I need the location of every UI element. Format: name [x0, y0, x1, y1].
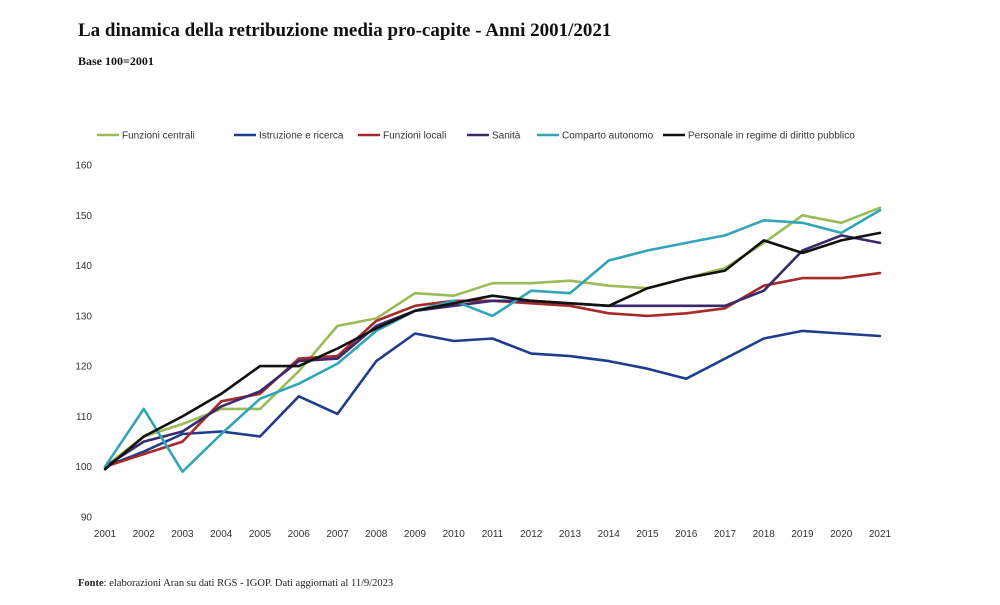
x-tick-label: 2018	[753, 529, 776, 540]
x-tick-label: 2006	[288, 529, 311, 540]
legend-label: Funzioni centrali	[122, 131, 195, 142]
x-tick-label: 2005	[249, 529, 272, 540]
x-tick-label: 2017	[714, 529, 737, 540]
legend-label: Comparto autonomo	[562, 131, 654, 142]
legend-label: Funzioni locali	[383, 131, 446, 142]
x-tick-label: 2002	[133, 529, 156, 540]
series-lines	[103, 206, 882, 473]
series-line	[103, 209, 882, 473]
x-tick-label: 2001	[94, 529, 117, 540]
x-tick-label: 2011	[482, 529, 504, 540]
x-tick-label: 2014	[598, 529, 621, 540]
x-tick-label: 2007	[326, 529, 349, 540]
legend: Funzioni centrali Istruzione e ricerca Fun…	[97, 131, 855, 142]
series-line	[103, 329, 882, 468]
legend-label: Sanità	[492, 131, 521, 142]
y-tick-label: 100	[75, 462, 92, 473]
x-tick-label: 2012	[520, 529, 543, 540]
y-tick-label: 110	[76, 412, 92, 423]
x-tick-label: 2015	[636, 529, 659, 540]
legend-label: Istruzione e ricerca	[259, 131, 344, 142]
y-tick-label: 140	[75, 261, 92, 272]
y-tick-label: 90	[81, 513, 93, 524]
x-tick-label: 2003	[171, 529, 194, 540]
y-axis: 90 100 110 120 130 140 150 160	[75, 161, 92, 524]
source-label: Fonte	[78, 578, 104, 589]
x-tick-label: 2019	[791, 529, 814, 540]
y-tick-label: 120	[75, 362, 92, 373]
source-note: Fonte: elaborazioni Aran su dati RGS - I…	[78, 578, 393, 589]
y-tick-label: 130	[75, 311, 92, 322]
series-line	[103, 231, 882, 471]
x-tick-label: 2013	[559, 529, 582, 540]
legend-label: Personale in regime di diritto pubblico	[688, 131, 855, 142]
y-tick-label: 150	[75, 211, 92, 222]
series-line	[103, 271, 882, 468]
x-axis: 2001 2002 2003 2004 2005 2006 2007 2008 2009 2010…	[94, 529, 892, 540]
x-tick-label: 2008	[365, 529, 388, 540]
x-tick-label: 2009	[404, 529, 427, 540]
chart-title: La dinamica della retribuzione media pro…	[78, 20, 612, 41]
x-tick-label: 2016	[675, 529, 698, 540]
chart-subtitle: Base 100=2001	[78, 54, 154, 68]
y-tick-label: 160	[75, 161, 92, 172]
source-text: : elaborazioni Aran su dati RGS - IGOP. …	[103, 578, 394, 589]
x-tick-label: 2010	[443, 529, 466, 540]
series-line	[103, 234, 882, 468]
x-tick-label: 2021	[869, 529, 892, 540]
x-tick-label: 2020	[830, 529, 853, 540]
x-tick-label: 2004	[210, 529, 233, 540]
